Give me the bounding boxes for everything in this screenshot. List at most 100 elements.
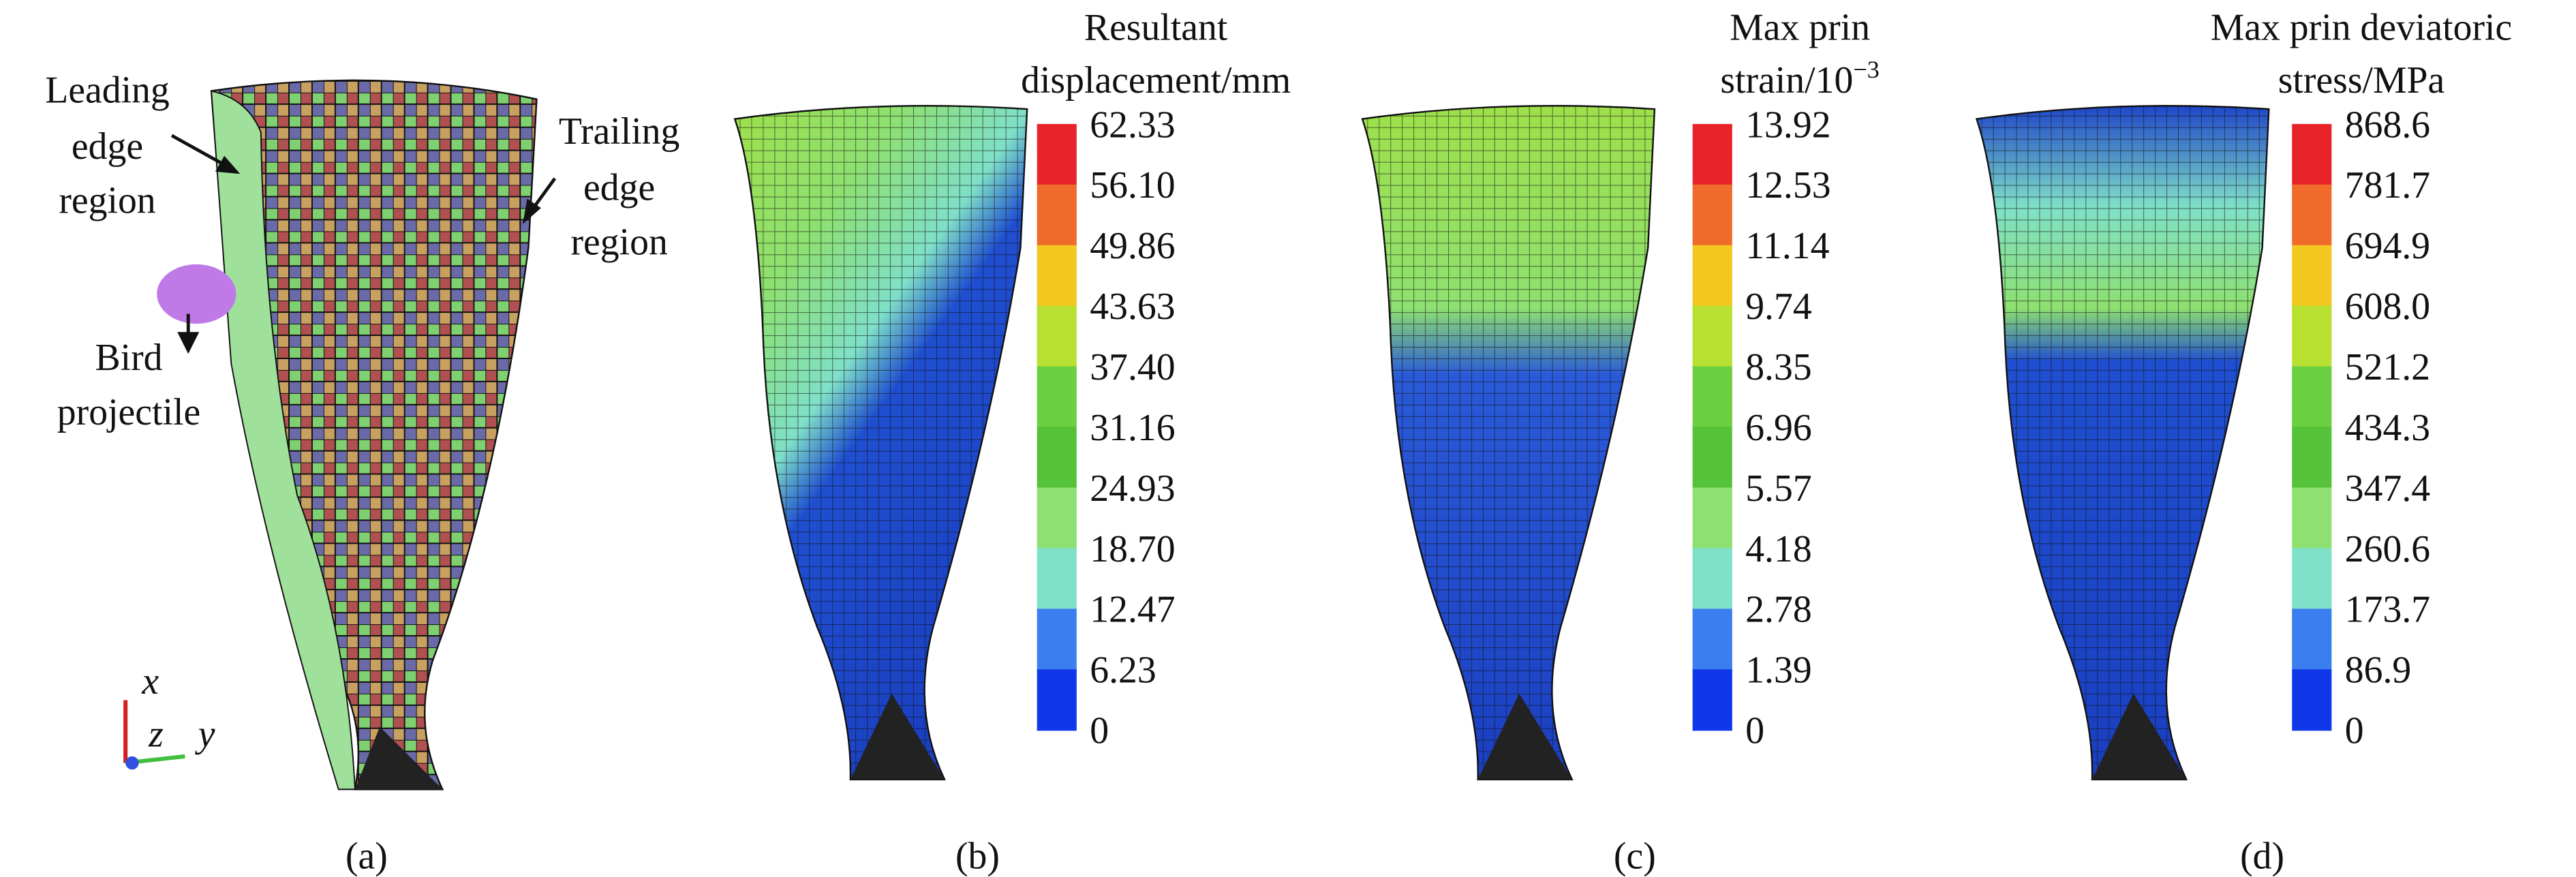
- colorbar-band: [1692, 427, 1732, 489]
- colorbar-label: 347.4: [2345, 467, 2430, 510]
- blade-root: [1477, 693, 1572, 780]
- colorbar-label: 521.2: [2345, 346, 2430, 388]
- colorbar-label: 1.39: [1745, 649, 1812, 692]
- colorbar-label: 43.63: [1090, 286, 1175, 328]
- colorbar-band: [1037, 305, 1077, 367]
- blade: [1361, 105, 1656, 781]
- colorbar-label: 31.16: [1090, 407, 1175, 449]
- colorbar-band: [1692, 609, 1732, 671]
- colorbar-band: [2292, 184, 2332, 246]
- colorbar-band: [1037, 184, 1077, 246]
- title-text: displacement/mm: [1021, 59, 1291, 102]
- colorbar-title: Resultant: [1084, 6, 1228, 48]
- colorbar-label: 0: [1090, 710, 1109, 752]
- trailing-edge-label: region: [570, 221, 667, 263]
- blade: [1975, 105, 2270, 781]
- trailing-edge-label: Trailing: [559, 110, 680, 153]
- colorbar-band: [1037, 427, 1077, 489]
- trailing-edge-label: edge: [583, 166, 655, 209]
- colorbar-band: [1692, 123, 1732, 186]
- colorbar-label: 434.3: [2345, 407, 2430, 449]
- colorbar-band: [1692, 487, 1732, 549]
- colorbar-band: [2292, 609, 2332, 671]
- blade-mesh: [157, 79, 538, 790]
- colorbar-label: 260.6: [2345, 528, 2430, 570]
- axis-label: y: [195, 713, 215, 755]
- bird-label: Bird: [95, 337, 162, 379]
- colorbar-band: [2292, 548, 2332, 610]
- panel-label: (b): [955, 835, 1000, 877]
- blade-grid: [735, 106, 1028, 780]
- result-blades: [733, 105, 2270, 781]
- colorbar-title: displacement/mm: [1021, 59, 1291, 102]
- title-superscript: −3: [1853, 56, 1880, 83]
- colorbar-band: [2292, 669, 2332, 731]
- colorbar-label: 86.9: [2345, 649, 2412, 692]
- colorbar-title: Max prin deviatoric: [2211, 6, 2513, 48]
- colorbar-label: 8.35: [1745, 346, 1812, 388]
- colorbars: [1037, 123, 2332, 731]
- blade-grid: [1976, 106, 2269, 780]
- colorbar-title: Max prin: [1730, 6, 1870, 48]
- colorbar-title: stress/MPa: [2278, 59, 2445, 102]
- leading-edge-label: region: [59, 180, 155, 222]
- colorbar-band: [2292, 305, 2332, 367]
- colorbar-label: 6.96: [1745, 407, 1812, 449]
- colorbar-band: [1037, 548, 1077, 610]
- colorbar-label: 24.93: [1090, 467, 1175, 510]
- title-text: stress/MPa: [2278, 59, 2445, 102]
- colorbar-label: 12.53: [1745, 164, 1830, 206]
- colorbar-label: 11.14: [1745, 225, 1829, 267]
- colorbar-label: 0: [2345, 710, 2364, 752]
- colorbar-band: [1692, 669, 1732, 731]
- colorbar-label: 694.9: [2345, 225, 2430, 267]
- colorbar-label: 2.78: [1745, 589, 1812, 631]
- colorbar-label: 6.23: [1090, 649, 1156, 692]
- colorbar-band: [1037, 123, 1077, 186]
- colorbar-band: [1692, 184, 1732, 246]
- colorbar-band: [1692, 245, 1732, 307]
- panel-label: (c): [1614, 835, 1656, 877]
- colorbar-band: [1037, 366, 1077, 428]
- colorbar-band: [1692, 548, 1732, 610]
- colorbar-label: 13.92: [1745, 104, 1830, 146]
- coordinate-axes: [123, 700, 185, 770]
- panel-label: (d): [2240, 835, 2284, 877]
- colorbar-band: [1037, 669, 1077, 731]
- colorbar-label: 868.6: [2345, 104, 2430, 146]
- colorbar-band: [1692, 366, 1732, 428]
- leading-edge-label: Leading: [45, 69, 170, 111]
- bird-projectile: [157, 264, 236, 324]
- blade: [733, 105, 1028, 781]
- colorbar-band: [2292, 245, 2332, 307]
- arrows: [170, 134, 557, 354]
- colorbar-title: strain/10−3: [1720, 56, 1880, 102]
- colorbar-label: 18.70: [1090, 528, 1175, 570]
- colorbar-label: 0: [1745, 710, 1764, 752]
- colorbar-label: 37.40: [1090, 346, 1175, 388]
- colorbar-band: [2292, 427, 2332, 489]
- colorbar-label: 9.74: [1745, 286, 1812, 328]
- colorbar-band: [2292, 366, 2332, 428]
- blade-root: [2092, 693, 2187, 780]
- colorbar-band: [1037, 487, 1077, 549]
- colorbar-label: 4.18: [1745, 528, 1812, 570]
- blade-grid: [1362, 106, 1655, 780]
- colorbar-label: 49.86: [1090, 225, 1175, 267]
- title-text: strain/10: [1720, 59, 1853, 102]
- blade-root: [850, 693, 945, 780]
- bird-label: projectile: [57, 391, 200, 433]
- axis-label: x: [141, 660, 159, 703]
- colorbar-band: [2292, 487, 2332, 549]
- colorbar-band: [2292, 123, 2332, 186]
- colorbar-label: 608.0: [2345, 286, 2430, 328]
- colorbar-label: 56.10: [1090, 164, 1175, 206]
- colorbar-label: 5.57: [1745, 467, 1812, 510]
- colorbar-band: [1692, 305, 1732, 367]
- colorbar-label: 173.7: [2345, 589, 2430, 631]
- colorbar-label: 62.33: [1090, 104, 1175, 146]
- colorbar-label: 781.7: [2345, 164, 2430, 206]
- colorbar-band: [1037, 609, 1077, 671]
- colorbar-label: 12.47: [1090, 589, 1175, 631]
